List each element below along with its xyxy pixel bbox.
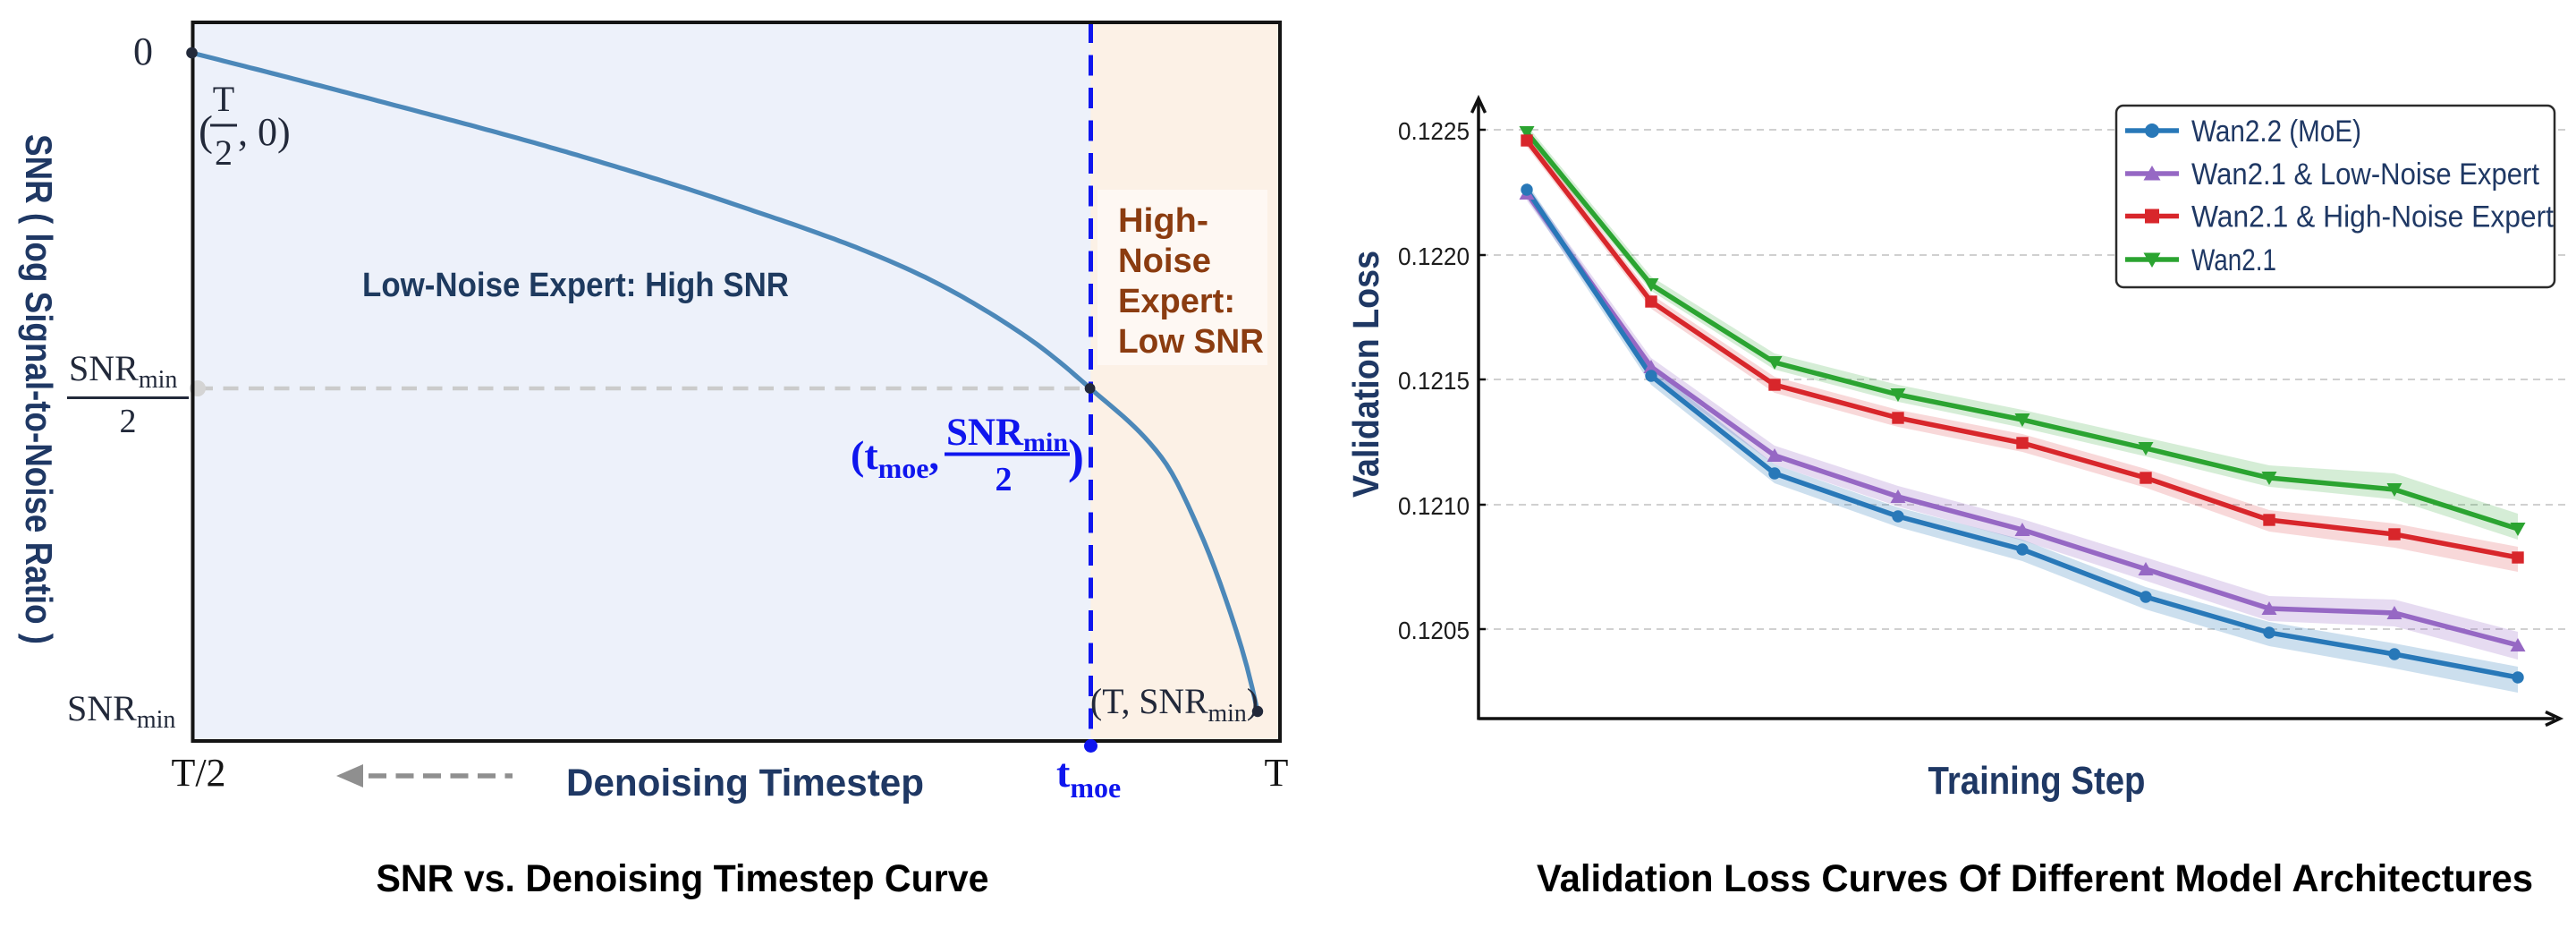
svg-text:0.1225: 0.1225 [1398,117,1470,145]
svg-text:SNRmin: SNRmin [67,688,175,734]
svg-text:(: ( [199,107,213,155]
svg-text:Wan2.1: Wan2.1 [2191,243,2276,277]
svg-text:0.1215: 0.1215 [1398,367,1470,395]
svg-text:Denoising Timestep: Denoising Timestep [566,762,924,805]
svg-text:tmoe: tmoe [1056,750,1121,804]
svg-text:T/2: T/2 [171,751,225,795]
svg-text:High-: High- [1118,202,1208,240]
svg-text:0: 0 [133,30,153,73]
svg-text:Training Step: Training Step [1928,759,2146,803]
svg-text:SNR vs. Denoising Timestep Cur: SNR vs. Denoising Timestep Curve [377,857,989,900]
svg-text:SNRmin: SNRmin [69,348,177,394]
svg-text:0.1220: 0.1220 [1398,243,1470,270]
svg-text:0.1210: 0.1210 [1398,492,1470,520]
svg-text:T: T [1265,751,1289,795]
svg-text:2: 2 [215,132,233,173]
svg-text:, 0): , 0) [238,110,291,154]
svg-text:2: 2 [120,403,137,440]
svg-text:Low-Noise Expert: High SNR: Low-Noise Expert: High SNR [362,267,789,304]
svg-text:Low SNR: Low SNR [1118,323,1264,361]
svg-text:Expert:: Expert: [1118,283,1235,320]
svg-text:0.1205: 0.1205 [1398,617,1470,644]
svg-text:Wan2.1 & Low-Noise Expert: Wan2.1 & Low-Noise Expert [2191,158,2539,192]
svg-text:): ) [1068,430,1084,483]
svg-text:Noise: Noise [1118,243,1211,280]
svg-text:2: 2 [996,461,1013,498]
svg-text:Wan2.2 (MoE): Wan2.2 (MoE) [2191,115,2361,149]
svg-text:T: T [213,79,234,119]
svg-text:Wan2.1 & High-Noise Expert: Wan2.1 & High-Noise Expert [2191,200,2555,234]
svg-text:Validation Loss: Validation Loss [1345,251,1386,498]
svg-text:Validation Loss Curves Of Diff: Validation Loss Curves Of Different Mode… [1537,857,2533,900]
svg-text:SNR ( log Signal-to-Noise Rati: SNR ( log Signal-to-Noise Ratio ) [18,134,60,644]
